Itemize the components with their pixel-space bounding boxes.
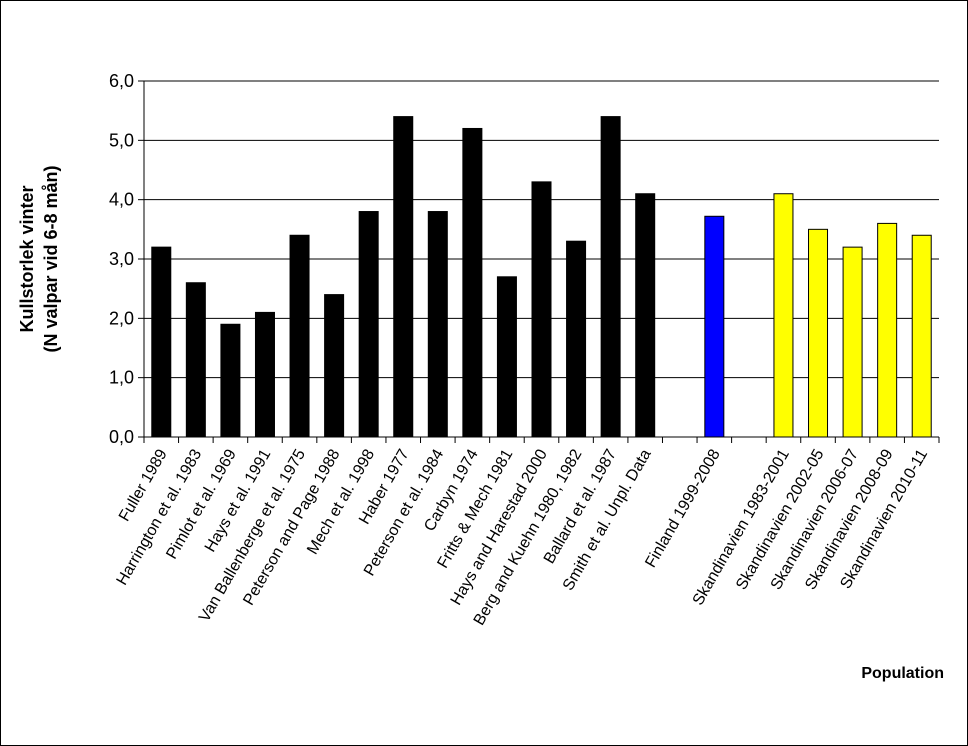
bar	[635, 193, 656, 438]
bar	[254, 311, 275, 438]
bar	[566, 240, 587, 438]
bar	[393, 116, 414, 438]
y-tick-label: 2,0	[109, 308, 134, 328]
y-tick-label: 3,0	[109, 249, 134, 269]
bar	[358, 211, 379, 438]
y-tick-label: 6,0	[109, 71, 134, 91]
bar	[531, 181, 552, 438]
bars	[151, 116, 932, 438]
bar	[600, 116, 621, 438]
bar	[496, 276, 517, 438]
bar	[911, 234, 932, 438]
bar	[704, 215, 725, 438]
y-tick-label: 1,0	[109, 368, 134, 388]
bar	[462, 127, 483, 438]
bar	[427, 211, 448, 438]
axes	[143, 81, 940, 443]
bar	[185, 282, 206, 438]
y-tick-label: 4,0	[109, 190, 134, 210]
bar	[773, 193, 794, 438]
bar	[808, 228, 829, 438]
bar	[151, 246, 172, 438]
y-tick-label: 5,0	[109, 130, 134, 150]
y-tick-label: 0,0	[109, 427, 134, 447]
y-axis-title-line1: Kullstorlek vinter	[17, 185, 37, 332]
bar	[289, 234, 310, 438]
bar	[842, 246, 863, 438]
x-axis-title: Population	[861, 665, 944, 682]
y-axis-ticks: 0,0 1,0 2,0 3,0 4,0 5,0 6,0	[109, 71, 144, 447]
bar	[324, 294, 345, 438]
y-axis-title-line2: (N valpar vid 6-8 mån)	[41, 165, 61, 352]
bar	[220, 323, 241, 438]
bar	[877, 222, 898, 438]
x-tick-label: Finland 1999-2008	[642, 446, 723, 570]
